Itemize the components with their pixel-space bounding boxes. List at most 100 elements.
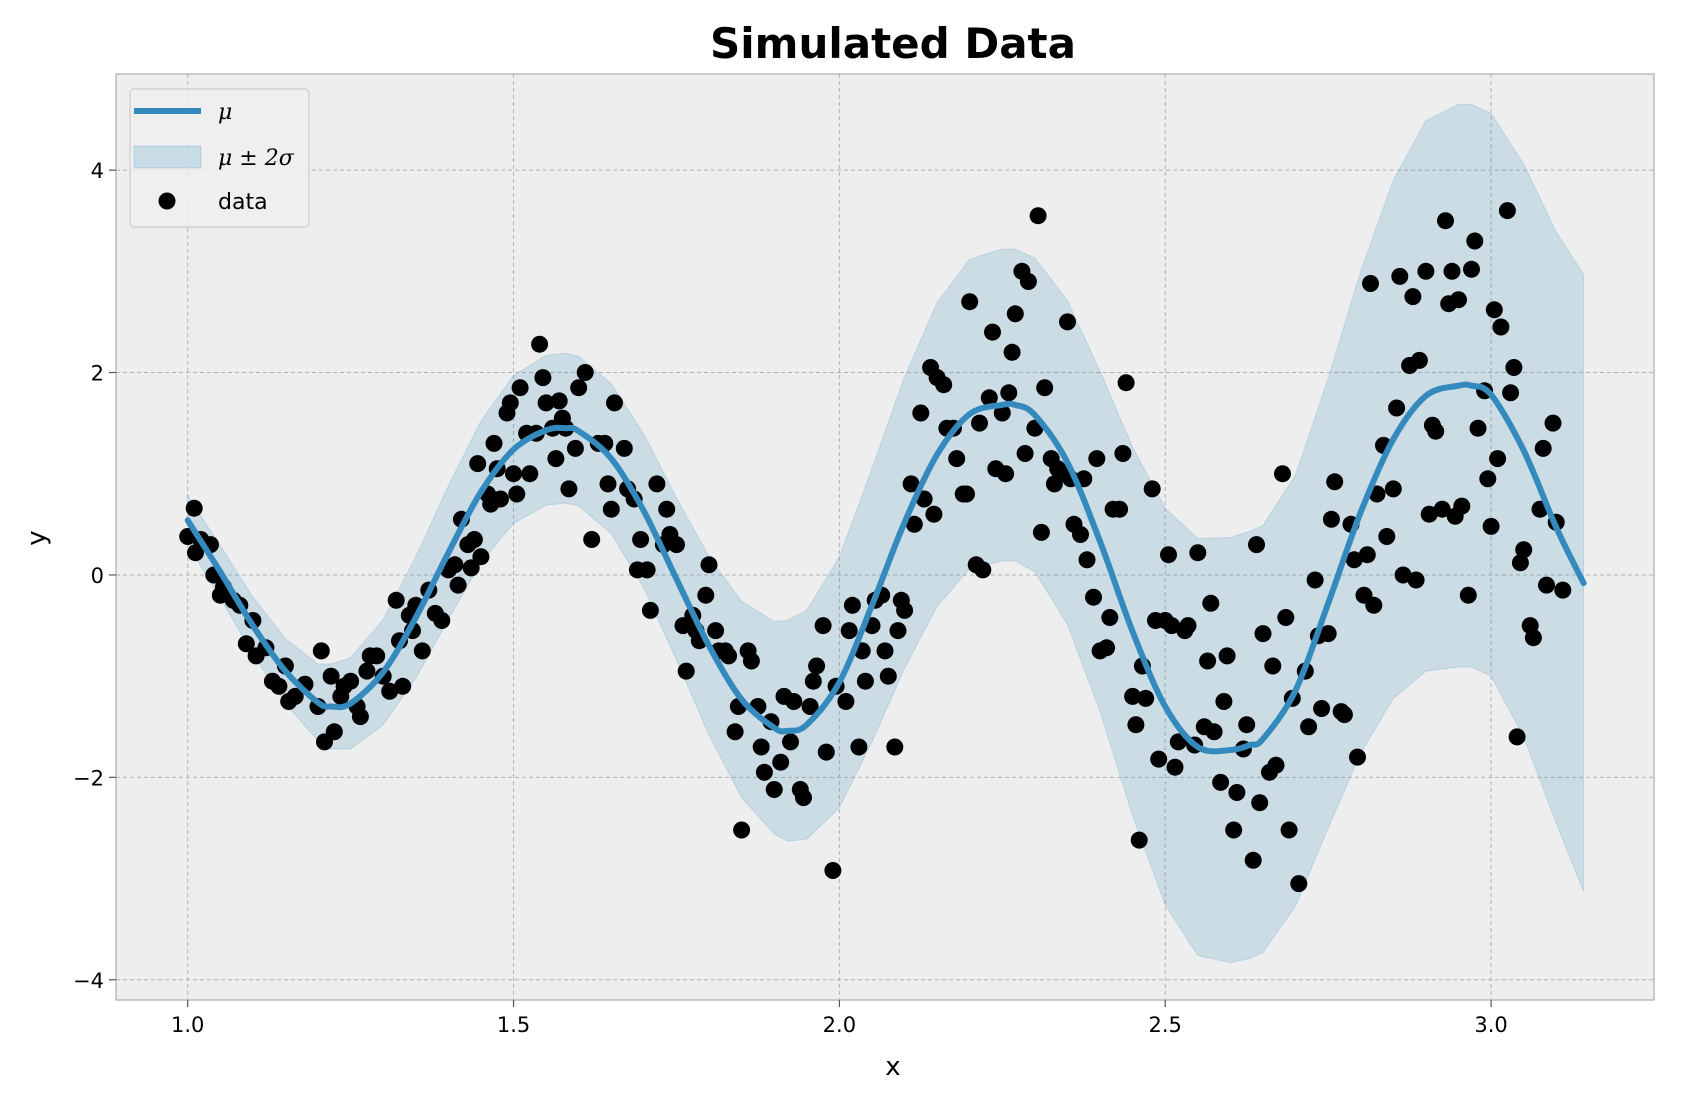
data-point: [1169, 733, 1187, 751]
data-point: [733, 821, 751, 839]
data-point: [462, 559, 480, 577]
data-point: [1163, 617, 1181, 635]
data-point: [1254, 625, 1272, 643]
data-point: [534, 369, 552, 387]
data-point: [449, 576, 467, 594]
data-point: [1469, 419, 1487, 437]
data-point: [381, 682, 399, 700]
data-point: [576, 364, 594, 381]
data-point: [1016, 445, 1034, 462]
data-point: [850, 738, 868, 756]
data-point: [707, 622, 725, 640]
data-point: [1085, 588, 1102, 606]
data-point: [824, 862, 842, 879]
data-point: [1394, 566, 1412, 584]
data-point: [1137, 689, 1155, 707]
data-point: [641, 601, 659, 619]
plot-area: [115, 73, 1655, 1001]
data-point: [948, 450, 966, 468]
x-axis-label: x: [885, 1052, 900, 1082]
data-point: [1453, 497, 1471, 515]
data-point: [808, 657, 826, 675]
data-point: [394, 677, 412, 695]
mean-line-layer: [184, 381, 1587, 755]
data-point: [1101, 609, 1119, 626]
data-point: [1492, 318, 1510, 336]
data-point: [599, 475, 617, 493]
data-point: [1313, 700, 1331, 717]
data-point: [1124, 687, 1142, 705]
data-point: [1098, 639, 1116, 657]
legend: μ μ ± 2σ data: [129, 88, 310, 228]
data-point: [433, 612, 451, 629]
data-point: [974, 561, 992, 579]
data-point: [1248, 536, 1265, 554]
data-point: [1365, 596, 1383, 614]
data-point: [547, 450, 565, 468]
data-point: [742, 652, 760, 670]
data-point: [501, 394, 519, 412]
data-point: [1524, 629, 1542, 647]
data-point: [508, 485, 526, 503]
data-point: [1251, 794, 1269, 812]
data-point: [1515, 541, 1533, 559]
data-point: [1244, 851, 1262, 869]
data-point: [505, 465, 522, 483]
data-point: [1498, 202, 1516, 220]
data-point: [1088, 450, 1106, 468]
data-point: [980, 389, 998, 407]
data-point: [720, 647, 738, 665]
data-point: [1199, 652, 1217, 670]
data-point: [368, 647, 386, 665]
y-axis-ticks: −4 −2 0 2 4: [73, 159, 116, 993]
data-point: [1388, 399, 1406, 417]
data-point: [993, 404, 1011, 422]
data-point: [1489, 450, 1507, 468]
data-point: [1059, 313, 1076, 331]
data-point: [1218, 647, 1236, 665]
data-point: [889, 622, 907, 640]
data-point: [814, 617, 832, 635]
legend-band-label: μ ± 2σ: [218, 146, 295, 171]
data-point: [905, 515, 923, 533]
data-point: [782, 733, 799, 751]
data-point: [785, 693, 803, 710]
chart-title: Simulated Data: [710, 19, 1076, 68]
data-point: [1420, 505, 1438, 523]
data-point: [1274, 465, 1291, 483]
data-point: [1538, 576, 1555, 594]
data-point: [1335, 706, 1353, 724]
data-point: [1029, 207, 1047, 225]
data-point: [1554, 581, 1572, 599]
x-tick-label: 1.0: [171, 1013, 204, 1037]
data-point: [1450, 291, 1467, 309]
data-point: [187, 544, 204, 562]
x-tick-label: 2.0: [823, 1013, 856, 1037]
data-point: [1378, 528, 1396, 545]
data-point: [697, 586, 715, 604]
data-point: [1179, 617, 1197, 635]
legend-box: [129, 88, 310, 228]
data-point: [1534, 439, 1552, 457]
data-point: [1417, 262, 1435, 280]
data-point: [765, 781, 783, 798]
data-point: [1111, 500, 1129, 518]
x-tick-label: 2.5: [1149, 1013, 1182, 1037]
data-point: [772, 753, 790, 771]
data-point: [1228, 784, 1246, 801]
data-point: [511, 379, 529, 397]
data-point: [413, 642, 431, 660]
data-point: [1306, 571, 1324, 589]
data-point: [958, 485, 975, 503]
data-point: [1078, 551, 1096, 569]
data-point: [469, 455, 487, 473]
data-point: [1212, 773, 1230, 791]
data-point: [726, 723, 744, 741]
data-point: [997, 465, 1015, 483]
data-point: [1437, 212, 1454, 230]
data-point: [615, 439, 633, 457]
data-point: [632, 531, 650, 548]
data-point: [1160, 546, 1177, 564]
data-point: [804, 672, 822, 690]
mean-line: [184, 381, 1587, 755]
